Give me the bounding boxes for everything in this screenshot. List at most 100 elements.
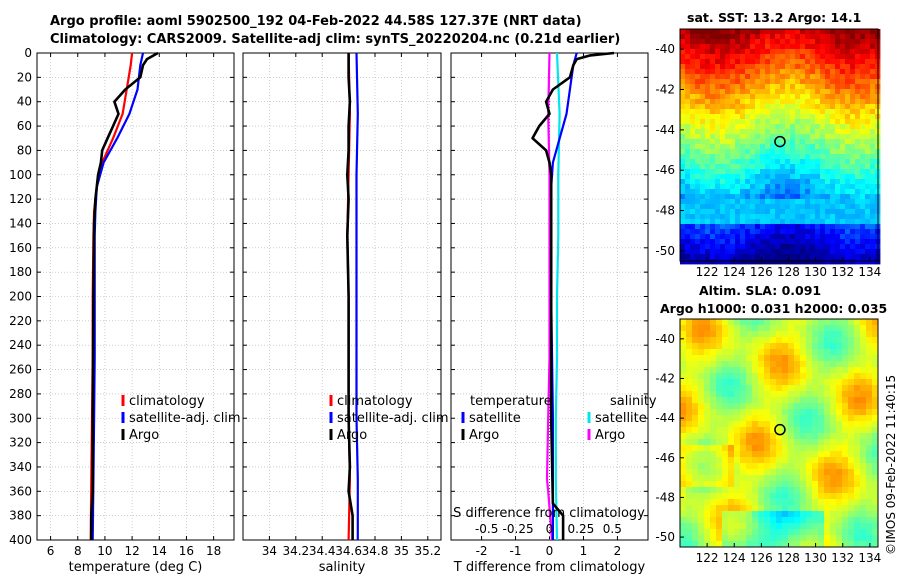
depth-tick-label: 360 (9, 484, 32, 498)
sst-map-cell (860, 79, 866, 85)
sla-map-cell (776, 481, 783, 488)
sst-map-cell (735, 244, 741, 250)
sla-map-cell (746, 535, 753, 542)
sst-map-cell (815, 139, 821, 145)
sst-map-cell (760, 129, 766, 135)
panel-temperature-xtick-label: 10 (97, 544, 112, 558)
sst-map-cell (850, 74, 856, 80)
sla-map-cell (746, 397, 753, 404)
sst-map-cell (815, 94, 821, 100)
sst-map-cell (725, 129, 731, 135)
sst-map-cell (720, 49, 726, 55)
sst-map-cell (770, 99, 776, 105)
sla-map-cell (740, 415, 747, 422)
sla-map-cell (800, 361, 807, 368)
sst-map-cell (835, 129, 841, 135)
sst-map-cell (700, 184, 706, 190)
sst-map-cell (720, 189, 726, 195)
sst-map-cell (760, 174, 766, 180)
sla-map-cell (812, 421, 819, 428)
sst-map-cell (820, 49, 826, 55)
sst-map-cell (775, 219, 781, 225)
sst-map-cell (855, 99, 861, 105)
sst-map-cell (790, 89, 796, 95)
sst-map-cell (755, 214, 761, 220)
sla-map-cell (710, 541, 717, 548)
sst-map-cell (740, 114, 746, 120)
sla-map-cell (764, 541, 771, 548)
sla-map-cell (848, 427, 855, 434)
sst-map-cell (865, 174, 871, 180)
sla-map-cell (692, 529, 699, 536)
sst-map-cell (775, 164, 781, 170)
sst-map-cell (750, 134, 756, 140)
sst-map-cell (690, 34, 696, 40)
sst-map-cell (745, 179, 751, 185)
sst-map-cell (835, 149, 841, 155)
sla-map-cell (710, 505, 717, 512)
sla-map-cell (824, 451, 831, 458)
sst-map-cell (860, 99, 866, 105)
sst-map-cell (770, 84, 776, 90)
sla-map-cell (728, 451, 735, 458)
sst-map-cell (680, 184, 686, 190)
sst-map-cell (790, 184, 796, 190)
sla-map-cell (704, 403, 711, 410)
sst-map-cell (755, 159, 761, 165)
sst-map-cell (810, 29, 816, 35)
sla-map-cell (824, 415, 831, 422)
sla-map-cell (746, 433, 753, 440)
sla-map-cell (830, 325, 837, 332)
sst-map-cell (860, 194, 866, 200)
sla-map-cell (836, 355, 843, 362)
sst-map-cell (830, 194, 836, 200)
sst-map-cell (735, 59, 741, 65)
sla-map-cell (836, 397, 843, 404)
sst-map-cell (700, 144, 706, 150)
sst-map-cell (800, 79, 806, 85)
sla-map-cell (818, 499, 825, 506)
sla-map-cell (776, 511, 783, 518)
sla-map-cell (728, 499, 735, 506)
sst-map-cell (780, 59, 786, 65)
sst-map-cell (730, 29, 736, 35)
sst-map-cell (700, 59, 706, 65)
sst-map-cell (870, 239, 876, 245)
sla-map-cell (818, 373, 825, 380)
sst-map-cell (710, 114, 716, 120)
sla-map-cell (860, 361, 867, 368)
sst-map-cell (865, 84, 871, 90)
sst-map-cell (710, 219, 716, 225)
sst-map-cell (730, 239, 736, 245)
sst-map-cell (780, 99, 786, 105)
sst-map-cell (835, 209, 841, 215)
sst-map-cell (735, 184, 741, 190)
sla-map-cell (794, 457, 801, 464)
sst-map-cell (680, 74, 686, 80)
sla-map-cell (806, 355, 813, 362)
sla-map-cell (752, 385, 759, 392)
sst-map-cell (860, 234, 866, 240)
sla-map-cell (848, 379, 855, 386)
sst-map-cell (845, 209, 851, 215)
sst-map-cell (865, 79, 871, 85)
sla-map-cell (776, 415, 783, 422)
sla-map-cell (776, 319, 783, 326)
sst-map-cell (725, 254, 731, 260)
sst-map-cell (785, 229, 791, 235)
sst-map-cell (805, 49, 811, 55)
sst-map-cell (795, 229, 801, 235)
sst-map-cell (795, 109, 801, 115)
sla-map-cell (728, 397, 735, 404)
sst-map-cell (695, 189, 701, 195)
diff-top-xlabel: S difference from climatology (453, 506, 645, 521)
sla-map-cell (752, 487, 759, 494)
sst-map-cell (870, 99, 876, 105)
sst-map-cell (780, 114, 786, 120)
sla-map-cell (836, 349, 843, 356)
sst-map-cell (795, 104, 801, 110)
sst-map-cell (705, 159, 711, 165)
sst-map-cell (760, 184, 766, 190)
sst-map-cell (775, 149, 781, 155)
sla-map-cell (812, 427, 819, 434)
